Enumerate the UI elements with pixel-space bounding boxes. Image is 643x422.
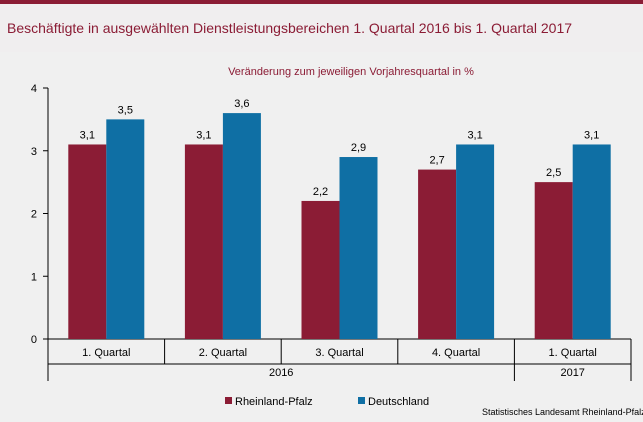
bar-rheinland-pfalz: [184, 144, 223, 339]
category-label: 4. Quartal: [432, 347, 480, 359]
data-label: 2,2: [313, 186, 328, 198]
bar-rheinland-pfalz: [301, 200, 340, 339]
category-label: 3. Quartal: [315, 347, 363, 359]
year-label: 2017: [560, 367, 584, 379]
data-label: 3,1: [584, 129, 599, 141]
data-label: 2,7: [429, 155, 444, 167]
bar-deutschland: [106, 119, 145, 339]
data-label: 3,5: [118, 104, 133, 116]
y-tick-label: 3: [31, 146, 37, 158]
data-label: 2,5: [546, 167, 561, 179]
legend-swatch: [225, 397, 232, 404]
bar-deutschland: [572, 144, 611, 339]
y-tick-label: 2: [31, 209, 37, 221]
chart-header: Beschäftigte in ausgewählten Dienstleist…: [0, 4, 643, 52]
legend-swatch: [358, 397, 365, 404]
category-label: 1. Quartal: [82, 347, 130, 359]
y-tick-label: 1: [31, 271, 37, 283]
chart-subtitle: Veränderung zum jeweiligen Vorjahresquar…: [228, 66, 474, 78]
chart-heading: Beschäftigte in ausgewählten Dienstleist…: [7, 20, 573, 36]
bar-rheinland-pfalz: [418, 169, 457, 339]
bar-rheinland-pfalz: [534, 182, 573, 339]
legend-label: Rheinland-Pfalz: [235, 396, 313, 408]
data-label: 3,6: [234, 98, 249, 110]
legend-label: Deutschland: [368, 396, 429, 408]
y-tick-label: 0: [31, 334, 37, 346]
source-note: Statistisches Landesamt Rheinland-Pfalz: [482, 407, 643, 417]
data-label: 3,1: [80, 129, 95, 141]
y-tick-label: 4: [31, 83, 37, 95]
bar-rheinland-pfalz: [68, 144, 107, 339]
category-label: 1. Quartal: [549, 347, 597, 359]
bar-deutschland: [339, 157, 378, 339]
top-accent-bar: [0, 0, 643, 4]
data-label: 2,9: [351, 142, 366, 154]
year-label: 2016: [269, 367, 293, 379]
category-label: 2. Quartal: [199, 347, 247, 359]
data-label: 3,1: [196, 129, 211, 141]
bar-deutschland: [456, 144, 495, 339]
data-label: 3,1: [467, 129, 482, 141]
bar-deutschland: [222, 113, 261, 339]
